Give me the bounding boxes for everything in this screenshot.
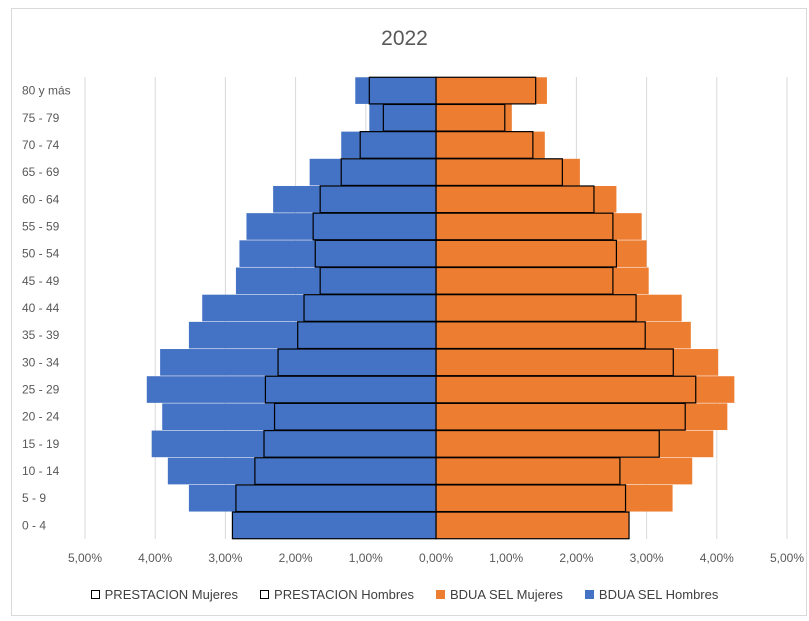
legend: PRESTACION Mujeres PRESTACION Hombres BD… (0, 587, 809, 602)
bar-prestacion-mujeres (435, 294, 637, 322)
legend-label-bdua-hombres: BDUA SEL Hombres (598, 587, 719, 602)
legend-item-bdua-hombres: BDUA SEL Hombres (584, 587, 719, 602)
x-tick-label: 3,00% (630, 551, 664, 565)
y-tick-label: 35 - 39 (22, 328, 60, 342)
y-tick-label: 40 - 44 (22, 301, 60, 315)
bar-prestacion-hombres (235, 484, 437, 513)
x-tick-label: 5,00% (68, 551, 102, 565)
bar-prestacion-mujeres (435, 103, 506, 132)
bar-prestacion-hombres (263, 429, 437, 458)
y-tick-label: 50 - 54 (22, 247, 60, 261)
y-tick-label: 45 - 49 (22, 274, 60, 288)
y-tick-label: 60 - 64 (22, 192, 60, 206)
bar-prestacion-hombres (340, 158, 437, 187)
bar-prestacion-mujeres (435, 239, 618, 268)
bar-prestacion-hombres (312, 212, 437, 241)
bar-prestacion-mujeres (435, 348, 674, 377)
bar-prestacion-hombres (319, 266, 437, 295)
x-tick-label: 4,00% (138, 551, 172, 565)
legend-label-bdua-mujeres: BDUA SEL Mujeres (449, 587, 563, 602)
legend-swatch-bdua-mujeres (435, 590, 445, 599)
legend-label-prestacion-hombres: PRESTACION Hombres (274, 587, 414, 602)
bar-prestacion-mujeres (435, 212, 614, 241)
bar-prestacion-mujeres (435, 484, 627, 513)
bar-prestacion-hombres (368, 76, 437, 105)
x-tick-label: 0,00% (419, 551, 453, 565)
legend-item-prestacion-mujeres: PRESTACION Mujeres (90, 587, 239, 602)
legend-label-prestacion-mujeres: PRESTACION Mujeres (104, 587, 239, 602)
bar-prestacion-hombres (264, 375, 437, 404)
legend-swatch-bdua-hombres (584, 590, 594, 599)
legend-swatch-prestacion-mujeres (90, 590, 100, 599)
bar-prestacion-mujeres (435, 375, 697, 404)
bar-prestacion-hombres (382, 103, 437, 132)
bar-prestacion-hombres (297, 321, 437, 350)
bar-prestacion-mujeres (435, 429, 660, 458)
bar-prestacion-mujeres (435, 131, 534, 159)
bar-prestacion-mujeres (435, 266, 614, 295)
legend-item-prestacion-hombres: PRESTACION Hombres (260, 587, 414, 602)
chart-title: 2022 (381, 27, 428, 50)
bar-prestacion-hombres (277, 348, 437, 377)
legend-item-bdua-mujeres: BDUA SEL Mujeres (435, 587, 563, 602)
y-tick-label: 30 - 34 (22, 355, 60, 369)
x-tick-label: 2,00% (279, 551, 313, 565)
x-tick-label: 1,00% (349, 551, 383, 565)
y-tick-label: 10 - 14 (22, 464, 60, 478)
y-tick-label: 55 - 59 (22, 219, 60, 233)
bar-prestacion-mujeres (435, 511, 630, 540)
bar-prestacion-mujeres (435, 76, 537, 105)
y-tick-label: 70 - 74 (22, 138, 60, 152)
legend-swatch-prestacion-hombres (260, 590, 270, 599)
y-tick-label: 80 y más (22, 84, 71, 98)
bar-prestacion-hombres (273, 402, 437, 431)
y-tick-label: 20 - 24 (22, 410, 60, 424)
y-tick-label: 15 - 19 (22, 437, 60, 451)
y-tick-label: 75 - 79 (22, 111, 60, 125)
outline-layer (231, 76, 697, 540)
x-tick-label: 5,00% (770, 551, 804, 565)
bar-prestacion-hombres (359, 131, 437, 159)
y-tick-label: 25 - 29 (22, 383, 60, 397)
y-tick-label: 5 - 9 (22, 491, 46, 505)
x-tick-label: 4,00% (700, 551, 734, 565)
y-tick-label: 0 - 4 (22, 518, 46, 532)
bar-prestacion-mujeres (435, 457, 621, 485)
bar-prestacion-hombres (254, 457, 437, 485)
label-layer: 5,00% 4,00% 3,00% 2,00% 1,00% 0,00% 1,00% 2,00%… (22, 84, 804, 565)
bar-prestacion-mujeres (435, 321, 646, 350)
bar-prestacion-mujeres (435, 402, 686, 431)
y-tick-label: 65 - 69 (22, 165, 60, 179)
bar-prestacion-mujeres (435, 158, 563, 187)
x-tick-label: 1,00% (489, 551, 523, 565)
x-tick-label: 2,00% (559, 551, 593, 565)
bar-prestacion-hombres (231, 511, 437, 540)
bar-prestacion-hombres (314, 239, 437, 268)
bar-prestacion-hombres (303, 294, 437, 322)
bar-prestacion-mujeres (435, 185, 595, 214)
bar-prestacion-hombres (319, 185, 437, 214)
x-tick-label: 3,00% (208, 551, 242, 565)
